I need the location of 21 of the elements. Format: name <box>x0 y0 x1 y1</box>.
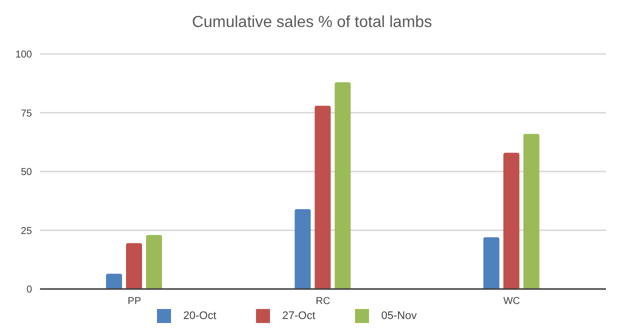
bar <box>146 234 162 289</box>
y-tick-label: 25 <box>20 226 32 237</box>
bar <box>294 209 311 289</box>
bar <box>314 106 331 289</box>
bar <box>503 152 520 289</box>
bar <box>106 274 122 289</box>
y-tick-label: 0 <box>26 284 32 296</box>
y-tick-label: 50 <box>20 167 32 178</box>
x-tick-label: WC <box>503 296 520 308</box>
bar <box>483 237 500 289</box>
legend-label: 20-Oct <box>183 310 216 322</box>
legend-label: 27-Oct <box>282 310 316 322</box>
bar <box>523 134 540 289</box>
bar <box>126 243 142 289</box>
bar <box>334 82 351 289</box>
y-tick-label: 75 <box>20 108 32 120</box>
x-tick-label: RC <box>316 296 330 308</box>
y-tick-label: 100 <box>15 50 32 61</box>
chart-title: Cumulative sales % of total lambs <box>190 13 434 33</box>
x-tick-label: PP <box>128 296 142 308</box>
legend-label: 05-Nov <box>381 310 417 322</box>
